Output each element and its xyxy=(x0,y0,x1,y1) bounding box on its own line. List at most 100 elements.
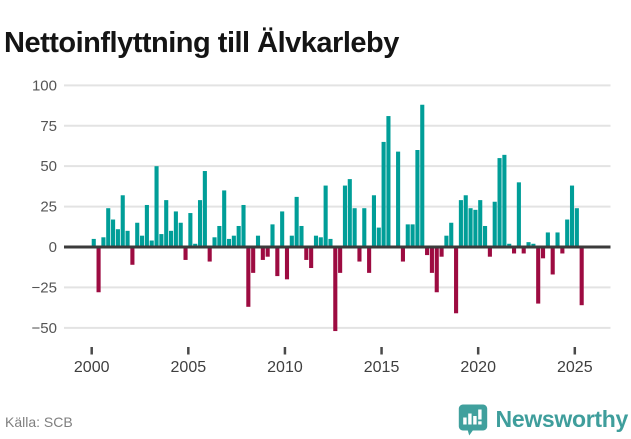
bar-positive xyxy=(222,190,227,247)
y-tick-label: 100 xyxy=(32,77,57,94)
bar-negative xyxy=(536,247,541,304)
bar-positive xyxy=(169,230,174,247)
y-tick-label: 50 xyxy=(40,158,57,175)
bar-positive xyxy=(197,200,203,247)
bar-positive xyxy=(255,235,261,247)
bar-positive xyxy=(236,225,241,247)
bar-positive xyxy=(526,242,531,247)
bar-positive xyxy=(381,141,386,247)
bar-negative xyxy=(130,247,135,265)
bar-positive xyxy=(410,224,415,247)
bar-positive xyxy=(294,196,299,247)
bar-negative xyxy=(260,247,265,260)
bar-positive xyxy=(202,171,207,247)
bar-positive xyxy=(226,238,232,247)
bar-positive xyxy=(342,185,348,247)
bar-positive xyxy=(270,224,275,247)
bar-negative xyxy=(579,247,584,306)
x-tick-label: 2000 xyxy=(74,359,110,376)
bar-positive xyxy=(420,104,425,248)
bar-positive xyxy=(565,219,570,247)
bar-negative xyxy=(429,247,434,273)
source-label: Källa: SCB xyxy=(5,414,73,430)
logo-mini-bars xyxy=(462,409,482,425)
bar-positive xyxy=(313,235,319,247)
bar-negative xyxy=(246,247,251,307)
bar-positive xyxy=(545,232,550,247)
bar-negative xyxy=(275,247,280,277)
bars xyxy=(91,104,584,332)
bar-positive xyxy=(280,211,285,247)
bar-negative xyxy=(560,247,565,254)
bar-positive xyxy=(386,116,391,247)
x-tick-label: 2020 xyxy=(460,359,496,376)
bar-negative xyxy=(357,247,362,262)
bar-positive xyxy=(502,154,507,247)
bar-positive xyxy=(106,208,111,247)
bar-positive xyxy=(555,232,560,247)
bar-positive xyxy=(449,222,454,247)
x-tick-label: 2015 xyxy=(364,359,400,376)
bar-positive xyxy=(135,222,140,247)
bar-negative xyxy=(521,247,526,254)
bar-positive xyxy=(164,200,169,247)
bar-positive xyxy=(318,237,323,247)
bar-positive xyxy=(347,179,352,247)
x-tick-label: 2010 xyxy=(267,359,303,376)
x-tick-label: 2025 xyxy=(557,359,593,376)
bar-positive xyxy=(415,150,420,247)
bar-positive xyxy=(405,224,410,247)
bar-positive xyxy=(120,195,125,247)
y-tick-label: −25 xyxy=(32,279,57,296)
bar-positive xyxy=(154,166,159,247)
bar-positive xyxy=(212,237,217,247)
newsworthy-wordmark: Newsworthy xyxy=(495,405,629,432)
bar-positive xyxy=(371,195,376,247)
zero-line xyxy=(64,245,611,249)
bar-positive xyxy=(323,185,328,247)
bar-positive xyxy=(173,211,178,247)
bar-positive xyxy=(463,195,468,247)
x-tick-label: 2005 xyxy=(171,359,207,376)
bar-negative xyxy=(207,247,212,262)
bar-positive xyxy=(193,243,198,247)
bar-negative xyxy=(425,247,430,256)
newsworthy-brand: Newsworthy xyxy=(456,402,628,436)
bar-negative xyxy=(333,247,338,332)
bar-positive xyxy=(115,229,120,247)
bar-positive xyxy=(231,235,236,247)
bar-negative xyxy=(304,247,309,260)
bar-positive xyxy=(149,240,154,247)
bar-positive xyxy=(569,185,575,247)
bar-negative xyxy=(439,247,444,257)
bar-negative xyxy=(550,247,555,275)
bar-positive xyxy=(328,238,333,247)
bar-positive xyxy=(101,237,106,247)
bar-positive xyxy=(497,158,502,247)
bar-positive xyxy=(444,235,449,247)
bar-positive xyxy=(241,204,246,247)
y-tick-label: 25 xyxy=(40,199,57,216)
bar-positive xyxy=(125,230,130,247)
bar-negative xyxy=(183,247,188,260)
bar-positive xyxy=(531,243,536,247)
bar-positive xyxy=(516,182,521,247)
bar-negative xyxy=(96,247,101,293)
bar-negative xyxy=(400,247,405,262)
bar-negative xyxy=(540,247,546,259)
bar-positive xyxy=(574,208,579,247)
bar-positive xyxy=(289,235,294,247)
bar-positive xyxy=(159,234,164,247)
bar-negative xyxy=(512,247,517,254)
bar-positive xyxy=(178,222,183,247)
bar-positive xyxy=(91,238,96,247)
bar-positive xyxy=(478,200,483,247)
bar-positive xyxy=(217,225,222,247)
bar-negative xyxy=(434,247,439,293)
bar-negative xyxy=(454,247,459,314)
bar-positive xyxy=(188,213,193,247)
bar-positive xyxy=(507,243,512,247)
bar-negative xyxy=(284,247,290,280)
newsworthy-logo-icon xyxy=(458,404,487,436)
